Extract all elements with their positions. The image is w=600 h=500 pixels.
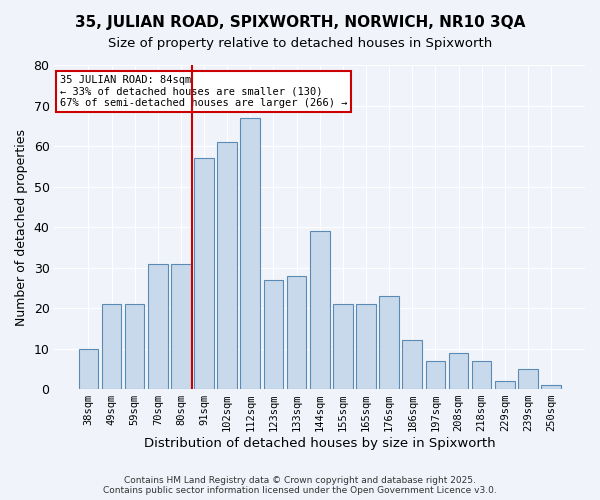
X-axis label: Distribution of detached houses by size in Spixworth: Distribution of detached houses by size … — [144, 437, 496, 450]
Bar — [171, 264, 191, 389]
Bar — [495, 381, 515, 389]
Bar — [403, 340, 422, 389]
Bar — [148, 264, 167, 389]
Bar — [79, 348, 98, 389]
Bar — [541, 385, 561, 389]
Bar — [125, 304, 145, 389]
Bar — [287, 276, 307, 389]
Bar — [449, 352, 469, 389]
Y-axis label: Number of detached properties: Number of detached properties — [15, 128, 28, 326]
Bar — [263, 280, 283, 389]
Bar — [101, 304, 121, 389]
Text: 35, JULIAN ROAD, SPIXWORTH, NORWICH, NR10 3QA: 35, JULIAN ROAD, SPIXWORTH, NORWICH, NR1… — [75, 15, 525, 30]
Text: Contains HM Land Registry data © Crown copyright and database right 2025.
Contai: Contains HM Land Registry data © Crown c… — [103, 476, 497, 495]
Text: Size of property relative to detached houses in Spixworth: Size of property relative to detached ho… — [108, 38, 492, 51]
Bar — [241, 118, 260, 389]
Bar — [333, 304, 353, 389]
Bar — [217, 142, 237, 389]
Bar — [379, 296, 399, 389]
Bar — [310, 231, 329, 389]
Bar — [425, 360, 445, 389]
Bar — [194, 158, 214, 389]
Text: 35 JULIAN ROAD: 84sqm
← 33% of detached houses are smaller (130)
67% of semi-det: 35 JULIAN ROAD: 84sqm ← 33% of detached … — [60, 74, 347, 108]
Bar — [356, 304, 376, 389]
Bar — [518, 369, 538, 389]
Bar — [472, 360, 491, 389]
